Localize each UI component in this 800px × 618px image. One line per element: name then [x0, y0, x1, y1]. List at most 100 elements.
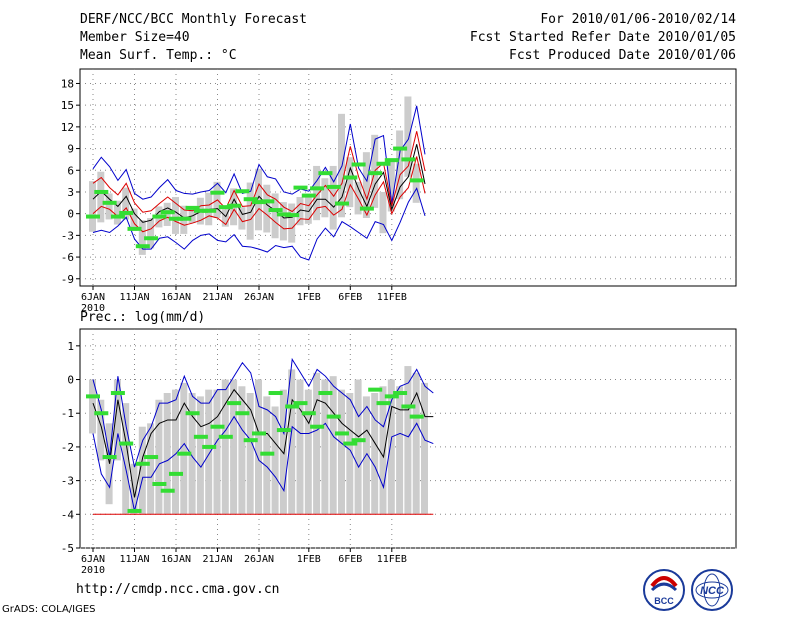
- temp-frame: [79, 68, 737, 287]
- variable-label: Mean Surf. Temp.: °C: [80, 48, 237, 63]
- temp-obs-mark: [94, 189, 109, 194]
- temp-xtick-label: 11JAN: [119, 292, 149, 303]
- prec-obs-mark: [177, 451, 192, 456]
- temp-ytick-label: -9: [61, 273, 74, 286]
- temp-obs-mark: [227, 203, 242, 208]
- prec-xtick-label: 26JAN: [244, 554, 274, 565]
- prec-spread-box: [338, 389, 345, 515]
- temp-spread-box: [130, 208, 138, 232]
- prec-spread-box: [296, 379, 304, 515]
- temp-obs-mark: [318, 171, 333, 176]
- prec-obs-mark: [235, 411, 250, 416]
- prec-spread-box: [255, 379, 262, 515]
- temp-spread-box: [263, 184, 271, 233]
- prec-spread-box: [313, 372, 321, 515]
- prec-obs-mark: [210, 424, 225, 429]
- temp-obs-mark: [202, 208, 217, 213]
- prec-spread-box: [404, 366, 412, 515]
- prec-obs-mark: [144, 455, 159, 460]
- start-date: Fcst Started Refer Date 2010/01/05: [469, 30, 736, 45]
- prec-obs-mark: [310, 424, 325, 429]
- prec-spread-box: [421, 382, 428, 515]
- prec-ytick-label: -3: [61, 475, 74, 488]
- temp-spread-box: [163, 202, 171, 226]
- prec-obs-mark: [409, 414, 424, 419]
- prec-spread-box: [288, 369, 296, 515]
- temp-obs-mark: [376, 161, 391, 166]
- prec-obs-mark: [102, 455, 117, 460]
- prec-year-label: 2010: [81, 565, 105, 576]
- precip-label: Prec.: log(mm/d): [80, 310, 206, 325]
- temp-obs-mark: [210, 190, 225, 195]
- temp-obs-mark: [110, 214, 125, 219]
- temp-spread-box: [404, 96, 412, 177]
- prec-obs-mark: [301, 411, 316, 416]
- temp-ytick-label: 0: [67, 208, 74, 221]
- prec-spread-box: [346, 393, 354, 515]
- temp-spread-box: [412, 163, 420, 203]
- footer-url[interactable]: http://cmdp.ncc.cma.gov.cn: [76, 582, 280, 597]
- temp-spread-box: [122, 187, 130, 220]
- temp-obs-mark: [235, 189, 250, 194]
- temp-ytick-label: -6: [61, 251, 74, 264]
- forecast-period: For 2010/01/06-2010/02/14: [540, 12, 736, 27]
- temp-obs-mark: [409, 178, 424, 183]
- prec-obs-mark: [135, 461, 150, 466]
- prec-frame: [79, 328, 737, 549]
- temp-obs-mark: [177, 216, 192, 221]
- prec-obs-mark: [351, 438, 366, 443]
- prec-spread-box: [196, 396, 204, 515]
- prec-obs-mark: [326, 414, 341, 419]
- prec-ytick-label: -5: [61, 542, 74, 555]
- prec-spread-box: [279, 389, 287, 515]
- temp-ytick-label: 6: [67, 164, 74, 177]
- prec-obs-mark: [86, 394, 100, 399]
- temp-obs-mark: [268, 208, 283, 213]
- temp-spread-box: [279, 202, 287, 241]
- prec-obs-mark: [285, 404, 300, 409]
- prec-obs-mark: [169, 471, 183, 476]
- prec-obs-mark: [368, 387, 383, 392]
- prec-obs-mark: [268, 391, 283, 396]
- temp-xtick-label: 6JAN: [81, 292, 105, 303]
- temp-spread-box: [304, 194, 312, 224]
- prec-obs-mark: [252, 431, 266, 436]
- temp-spread-box: [255, 168, 262, 231]
- temp-obs-mark: [310, 186, 325, 191]
- prec-spread-box: [321, 379, 329, 515]
- temp-obs-mark: [301, 193, 316, 198]
- temp-xtick-label: 11FEB: [377, 292, 407, 303]
- prec-obs-mark: [94, 411, 109, 416]
- temp-spread-box: [97, 171, 105, 223]
- prec-obs-mark: [227, 401, 242, 406]
- prec-spread-box: [396, 386, 404, 515]
- temp-spread-box: [138, 220, 146, 255]
- temp-ytick-label: 3: [67, 186, 74, 199]
- prec-obs-mark: [343, 441, 358, 446]
- bcc-logo-text: BCC: [654, 596, 674, 606]
- temp-obs-mark: [384, 158, 399, 163]
- temp-obs-mark: [185, 205, 200, 210]
- prec-spread-box: [163, 393, 171, 515]
- temp-obs-mark: [119, 210, 134, 215]
- prec-spread-box: [213, 389, 221, 515]
- temp-ytick-label: 9: [67, 143, 74, 156]
- prec-obs-mark: [160, 488, 175, 493]
- temp-spread-box: [387, 160, 395, 212]
- prec-spread-box: [97, 399, 105, 461]
- temp-obs-mark: [218, 205, 233, 210]
- prec-spread-box: [205, 389, 213, 515]
- prec-obs-mark: [152, 481, 167, 486]
- temp-spread-box: [321, 178, 329, 218]
- temp-xtick-label: 16JAN: [161, 292, 191, 303]
- temp-min-line: [92, 187, 426, 261]
- temp-spread-box: [89, 181, 96, 232]
- prec-spread-box: [130, 463, 138, 515]
- prec-spread-box: [188, 393, 196, 515]
- prec-spread-box: [271, 406, 279, 515]
- prec-spread-box: [371, 393, 379, 515]
- prec-spread-box: [230, 379, 238, 515]
- temp-spread-box: [338, 113, 345, 218]
- prec-xtick-label: 16JAN: [161, 554, 191, 565]
